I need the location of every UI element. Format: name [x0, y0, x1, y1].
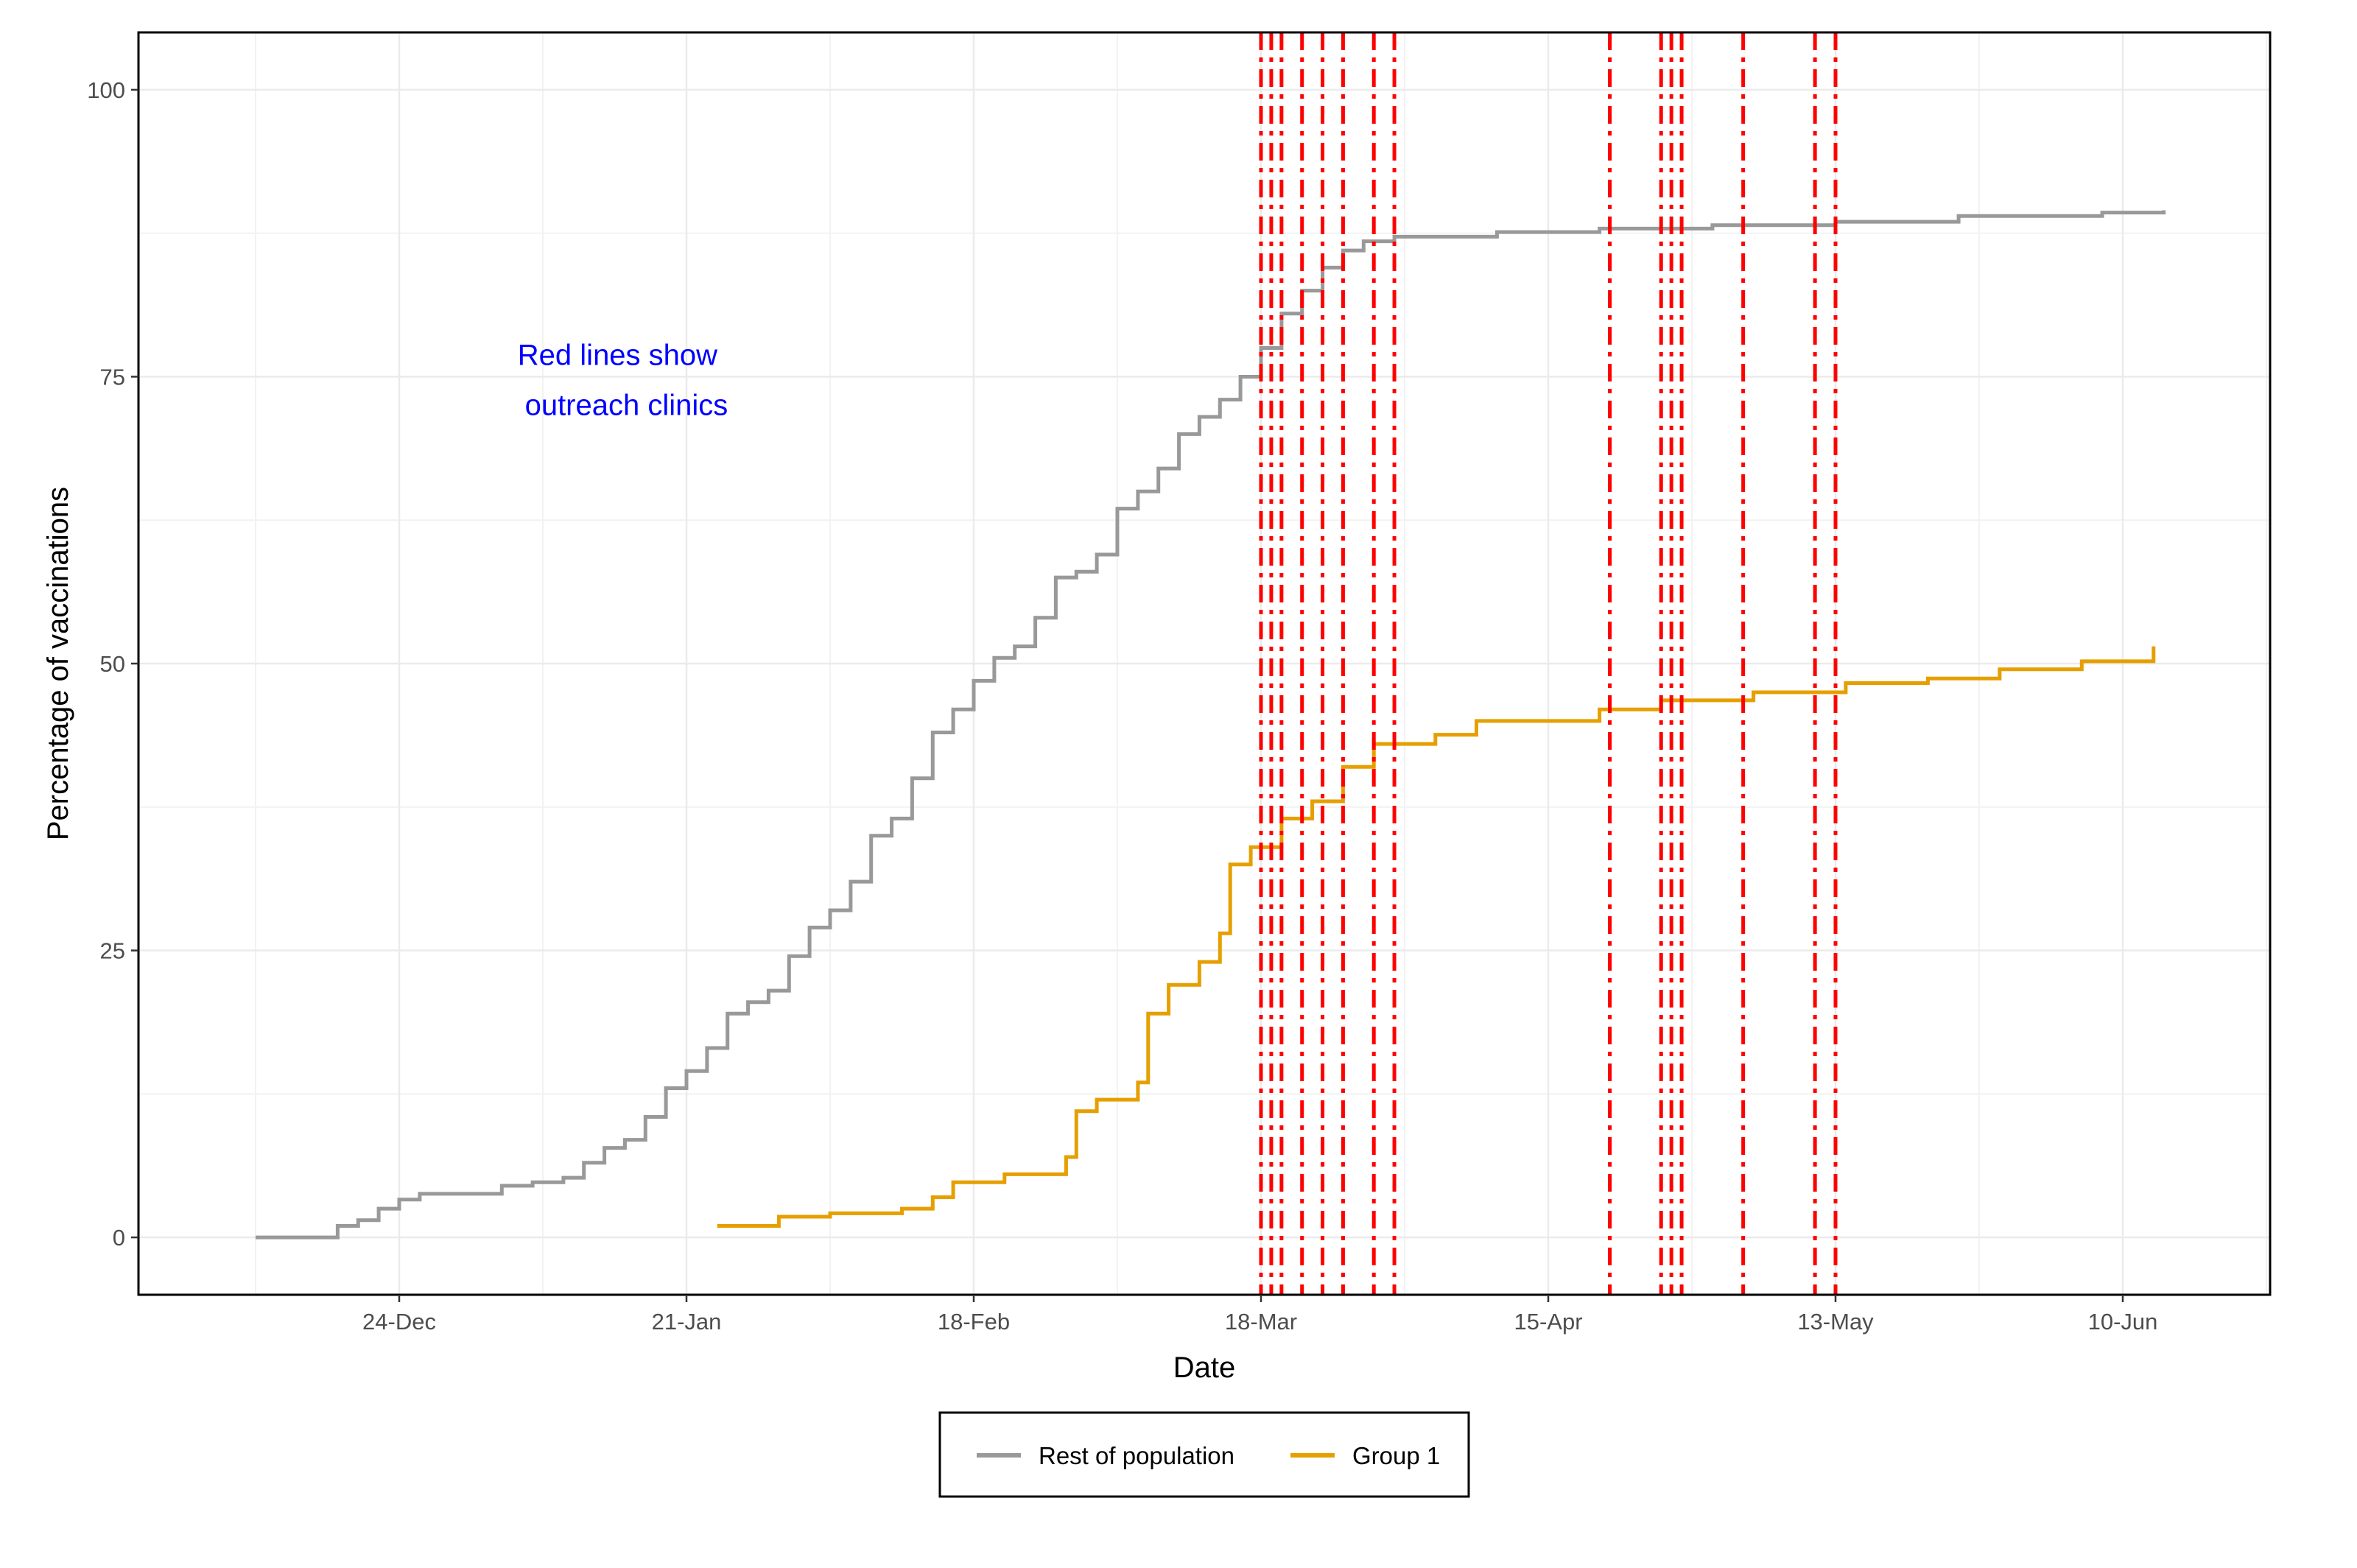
- y-axis-title: Percentage of vaccinations: [42, 487, 74, 840]
- series-line-group-1: [717, 646, 2156, 1228]
- legend: Rest of population Group 1: [938, 1411, 1470, 1498]
- legend-box: [938, 1411, 1470, 1498]
- x-tick-label: 18-Mar: [1225, 1309, 1297, 1335]
- legend-label-group-1: Group 1: [1352, 1442, 1440, 1469]
- y-tick-label: 50: [100, 651, 125, 677]
- x-tick-label: 21-Jan: [652, 1309, 722, 1335]
- y-tick-label: 75: [100, 364, 125, 390]
- annotation-line-2: outreach clinics: [525, 389, 728, 421]
- annotation: Red lines show outreach clinics: [518, 339, 728, 421]
- legend-label-rest-of-population: Rest of population: [1039, 1442, 1234, 1469]
- x-tick-label: 10-Jun: [2088, 1309, 2158, 1335]
- x-tick-label: 15-Apr: [1514, 1309, 1582, 1335]
- x-tick-label: 24-Dec: [362, 1309, 436, 1335]
- y-tick-label: 25: [100, 938, 125, 964]
- x-tick-label: 18-Feb: [938, 1309, 1010, 1335]
- y-tick-label: 100: [87, 77, 125, 103]
- annotation-line-1: Red lines show: [518, 339, 717, 371]
- x-tick-label: 13-May: [1797, 1309, 1874, 1335]
- x-axis-title: Date: [1173, 1351, 1236, 1384]
- y-tick-label: 0: [113, 1225, 125, 1251]
